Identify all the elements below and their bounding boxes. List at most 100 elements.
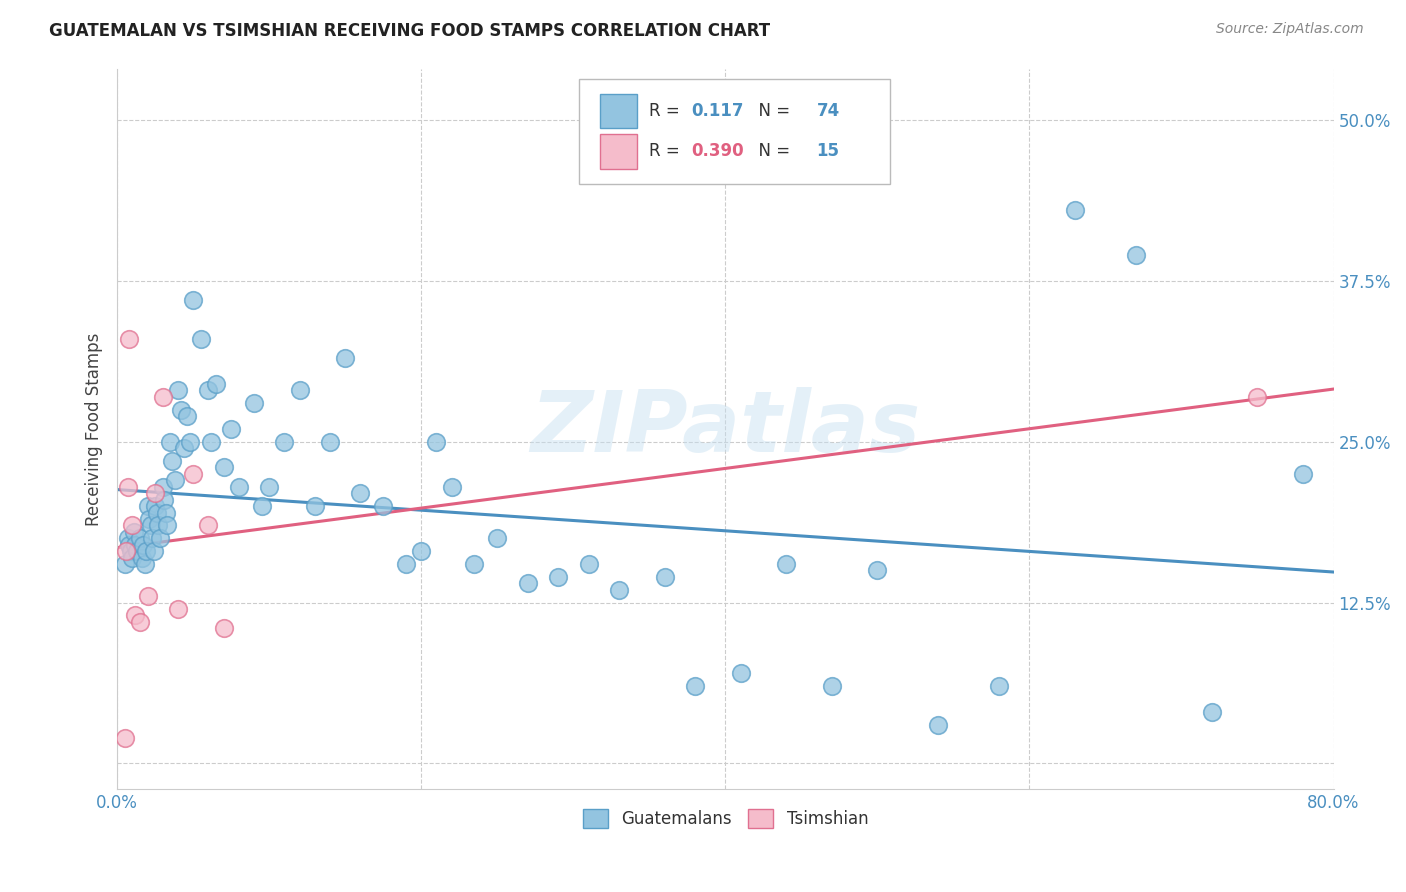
Text: GUATEMALAN VS TSIMSHIAN RECEIVING FOOD STAMPS CORRELATION CHART: GUATEMALAN VS TSIMSHIAN RECEIVING FOOD S… [49, 22, 770, 40]
Point [121, 550, 143, 565]
Text: ZIPatlas: ZIPatlas [530, 387, 921, 470]
Text: 74: 74 [817, 102, 839, 120]
Point [988, 679, 1011, 693]
Point [114, 731, 136, 745]
Point [118, 332, 141, 346]
Bar [600, 134, 637, 169]
Point [1292, 467, 1315, 481]
Point [866, 564, 889, 578]
Point [129, 531, 152, 545]
Point [114, 557, 136, 571]
Point [257, 480, 280, 494]
Point [181, 467, 204, 481]
Point [129, 615, 152, 629]
Point [440, 480, 463, 494]
Point [578, 557, 600, 571]
Point [115, 544, 138, 558]
Text: 0.390: 0.390 [692, 143, 744, 161]
Point [125, 544, 148, 558]
Point [179, 434, 201, 449]
Point [273, 434, 295, 449]
Point [143, 499, 166, 513]
Point [118, 538, 141, 552]
Point [124, 538, 146, 552]
Point [163, 474, 186, 488]
Point [335, 351, 357, 365]
Point [486, 531, 509, 545]
Point [607, 582, 630, 597]
Point [730, 666, 752, 681]
Point [243, 396, 266, 410]
Point [153, 492, 176, 507]
Point [349, 486, 371, 500]
Point [149, 531, 172, 545]
Point [156, 518, 179, 533]
Point [167, 602, 190, 616]
Point [176, 409, 198, 423]
Point [1125, 248, 1147, 262]
Point [425, 434, 447, 449]
Point [200, 434, 222, 449]
Point [143, 486, 166, 500]
Point [1246, 390, 1268, 404]
Point [250, 499, 273, 513]
Point [160, 454, 183, 468]
Point [373, 499, 395, 513]
Point [117, 531, 139, 545]
Point [122, 524, 145, 539]
Text: 15: 15 [817, 143, 839, 161]
Text: Source: ZipAtlas.com: Source: ZipAtlas.com [1216, 22, 1364, 37]
Point [142, 544, 165, 558]
Y-axis label: Receiving Food Stamps: Receiving Food Stamps [86, 332, 103, 525]
Point [136, 589, 159, 603]
Point [212, 621, 235, 635]
Bar [600, 94, 637, 128]
Legend: Guatemalans, Tsimshian: Guatemalans, Tsimshian [576, 803, 875, 835]
Point [1064, 203, 1087, 218]
Point [463, 557, 485, 571]
Point [1201, 705, 1223, 719]
Point [120, 544, 142, 558]
Point [212, 460, 235, 475]
Point [173, 441, 195, 455]
Point [654, 570, 676, 584]
Point [821, 679, 844, 693]
Point [288, 384, 311, 398]
Text: N =: N = [748, 143, 796, 161]
Point [927, 718, 949, 732]
Point [145, 506, 167, 520]
Text: R =: R = [648, 143, 685, 161]
Point [228, 480, 250, 494]
Point [132, 538, 155, 552]
Point [124, 608, 146, 623]
Point [138, 512, 160, 526]
Point [159, 434, 181, 449]
Point [155, 506, 177, 520]
Point [139, 518, 162, 533]
Point [135, 544, 157, 558]
Point [152, 390, 174, 404]
FancyBboxPatch shape [579, 79, 890, 184]
Point [304, 499, 326, 513]
Point [411, 544, 433, 558]
Point [167, 384, 190, 398]
Point [170, 402, 193, 417]
Point [205, 376, 228, 391]
Text: 0.117: 0.117 [692, 102, 744, 120]
Point [152, 480, 174, 494]
Point [547, 570, 569, 584]
Point [181, 293, 204, 308]
Point [131, 550, 153, 565]
Point [141, 531, 163, 545]
Point [197, 384, 219, 398]
Text: N =: N = [748, 102, 796, 120]
Point [117, 480, 139, 494]
Point [775, 557, 797, 571]
Point [136, 499, 159, 513]
Point [121, 518, 143, 533]
Point [197, 518, 219, 533]
Point [395, 557, 418, 571]
Point [190, 332, 212, 346]
Point [319, 434, 342, 449]
Point [516, 576, 538, 591]
